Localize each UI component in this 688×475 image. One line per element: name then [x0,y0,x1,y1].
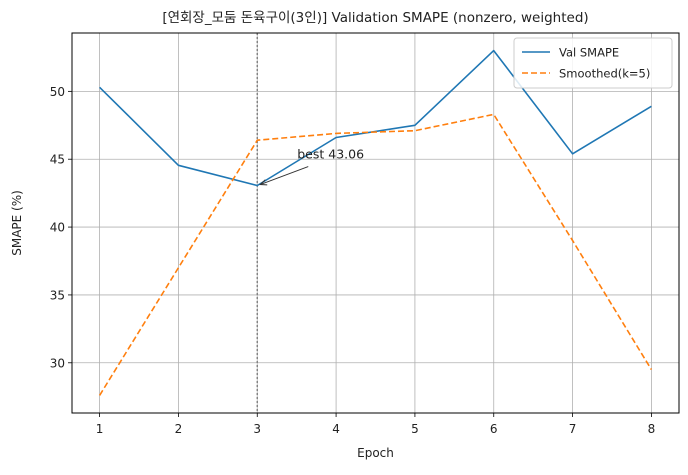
x-tick-label: 7 [569,422,577,436]
x-tick-label: 1 [96,422,104,436]
x-tick-label: 3 [253,422,261,436]
annotation-label: best 43.06 [297,147,364,162]
legend-label: Val SMAPE [559,46,619,60]
series-layer [100,51,652,396]
legend: Val SMAPE Smoothed(k=5) [514,38,672,88]
y-axis-label: SMAPE (%) [10,190,24,256]
series-line-2 [100,114,652,395]
y-tick-label: 40 [50,221,65,235]
legend-label: Smoothed(k=5) [559,67,650,81]
x-axis-label: Epoch [357,446,394,460]
y-tick-label: 45 [50,153,65,167]
x-tick-label: 6 [490,422,498,436]
grid [72,33,679,413]
x-tick-label: 5 [411,422,419,436]
y-tick-label: 30 [50,356,65,370]
chart-title: [연회장_모둠 돈육구이(3인)] Validation SMAPE (nonz… [162,10,588,26]
x-tick-label: 8 [648,422,656,436]
x-tick-label: 4 [332,422,340,436]
y-tick-label: 35 [50,288,65,302]
y-tick-label: 50 [50,85,65,99]
x-tick-label: 2 [175,422,183,436]
plot-frame [72,33,679,413]
annotation-layer: best 43.06 [260,147,364,185]
